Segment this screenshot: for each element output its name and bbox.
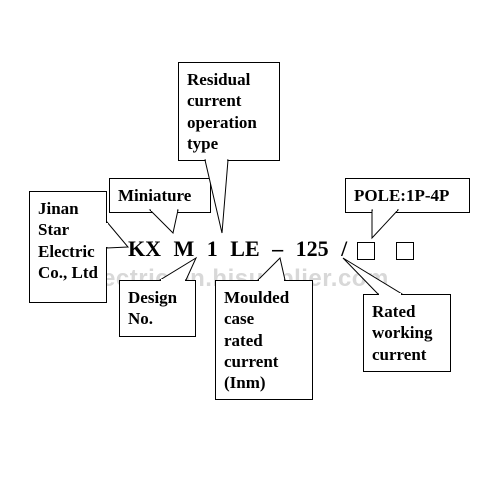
callout-residual-text: Residual current operation type — [187, 70, 257, 153]
callout-rated: Rated working current — [363, 294, 451, 372]
placeholder-box-1 — [357, 242, 375, 260]
callout-design: Design No. — [119, 280, 196, 337]
code-seg-kx: KX — [128, 236, 161, 262]
callout-pole: POLE:1P-4P — [345, 178, 470, 213]
placeholder-box-2 — [396, 242, 414, 260]
callout-rated-text: Rated working current — [372, 302, 432, 364]
callout-jinan: Jinan Star Electric Co., Ltd — [29, 191, 107, 303]
callout-residual: Residual current operation type — [178, 62, 280, 161]
code-seg-dash: – — [272, 236, 283, 262]
callout-pole-text: POLE:1P-4P — [354, 186, 449, 205]
product-code: KX M 1 LE – 125 / — [128, 236, 416, 262]
code-seg-125: 125 — [296, 236, 329, 262]
code-seg-slash: / — [341, 236, 347, 262]
callout-jinan-text: Jinan Star Electric Co., Ltd — [38, 199, 98, 282]
callout-moulded: Moulded case rated current (Inm) — [215, 280, 313, 400]
code-seg-le: LE — [230, 236, 259, 262]
code-seg-1: 1 — [207, 236, 218, 262]
callout-miniature-text: Miniature — [118, 186, 191, 205]
callout-miniature: Miniature — [109, 178, 211, 213]
code-seg-m: M — [174, 236, 195, 262]
callout-design-text: Design No. — [128, 288, 177, 328]
callout-moulded-text: Moulded case rated current (Inm) — [224, 288, 289, 392]
